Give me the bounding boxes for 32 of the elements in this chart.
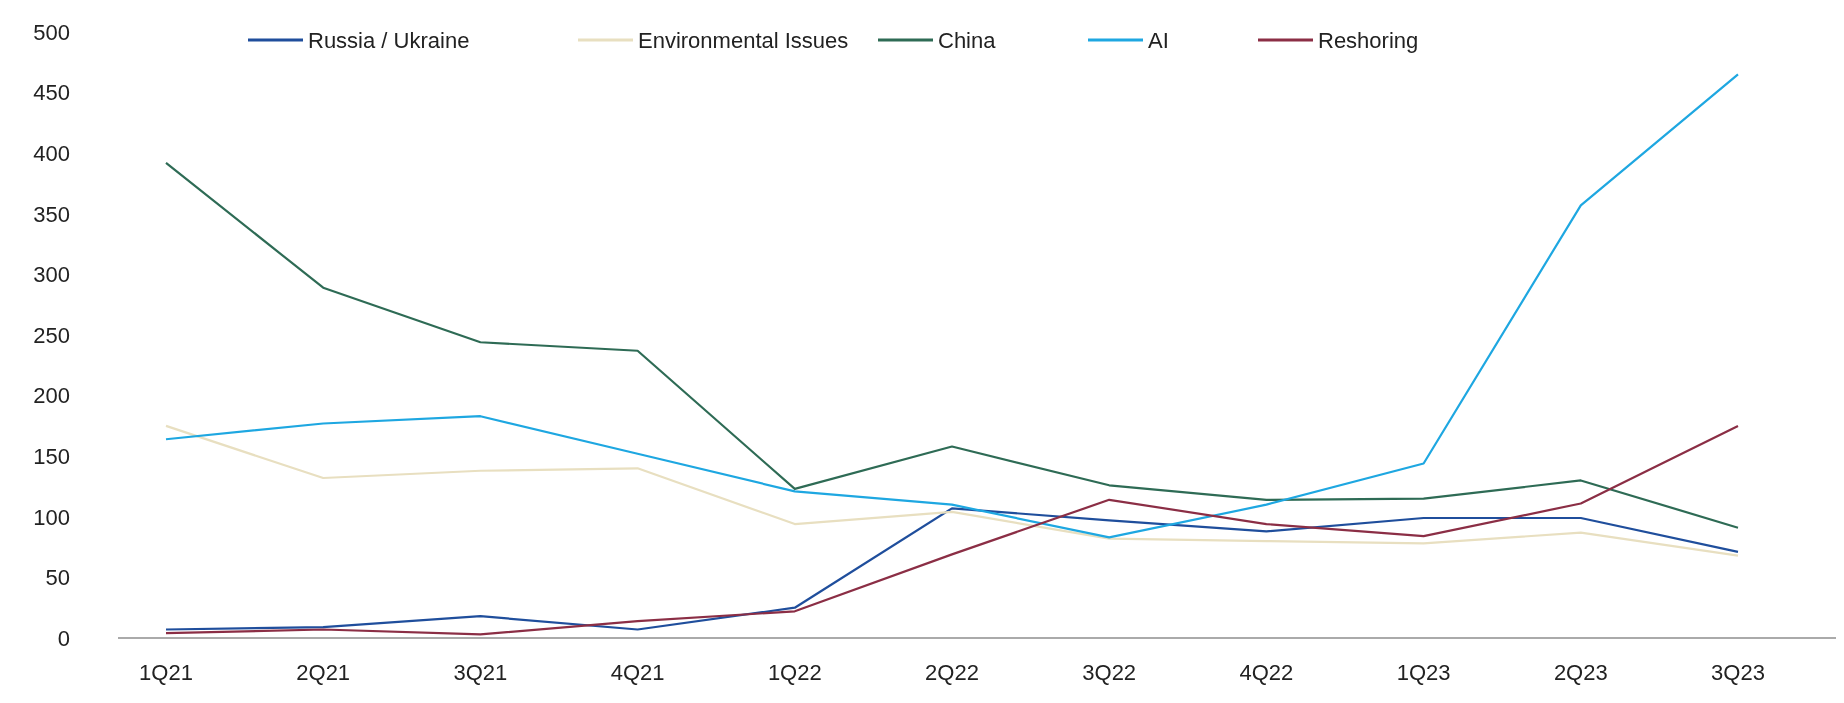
line-series <box>164 73 1740 539</box>
y-tick-label: 400 <box>33 140 70 166</box>
y-tick-label: 250 <box>33 322 70 348</box>
y-tick-label: 450 <box>33 80 70 106</box>
x-tick-label: 3Q21 <box>453 660 508 685</box>
y-tick-label: 350 <box>33 201 70 227</box>
x-tick-label: 2Q22 <box>925 660 979 685</box>
x-tick-label: 1Q23 <box>1396 660 1451 685</box>
line-series <box>164 507 1740 631</box>
x-tick-label: 2Q21 <box>296 660 351 685</box>
x-tick-label: 1Q22 <box>767 660 822 685</box>
line-series <box>164 161 1740 529</box>
x-tick-label: 4Q22 <box>1239 660 1294 685</box>
legend-label: Environmental Issues <box>638 27 849 53</box>
line-series <box>164 424 1740 557</box>
x-tick-label: 1Q21 <box>139 660 193 685</box>
y-tick-label: 100 <box>33 504 70 530</box>
legend-label: AI <box>1148 27 1169 53</box>
line-series <box>164 424 1740 636</box>
y-tick-label: 150 <box>33 443 70 469</box>
y-tick-label: 500 <box>33 19 70 45</box>
y-tick-label: 0 <box>57 625 70 651</box>
y-tick-label: 300 <box>33 262 70 288</box>
x-tick-label: 3Q22 <box>1082 660 1137 685</box>
x-tick-label: 4Q21 <box>610 660 665 685</box>
legend-label: Russia / Ukraine <box>308 27 470 53</box>
x-tick-label: 3Q23 <box>1711 660 1765 685</box>
y-tick-label: 50 <box>45 565 70 591</box>
legend-label: Reshoring <box>1318 27 1419 53</box>
x-tick-label: 2Q23 <box>1553 660 1608 685</box>
y-tick-label: 200 <box>33 383 70 409</box>
legend-label: China <box>938 27 997 53</box>
